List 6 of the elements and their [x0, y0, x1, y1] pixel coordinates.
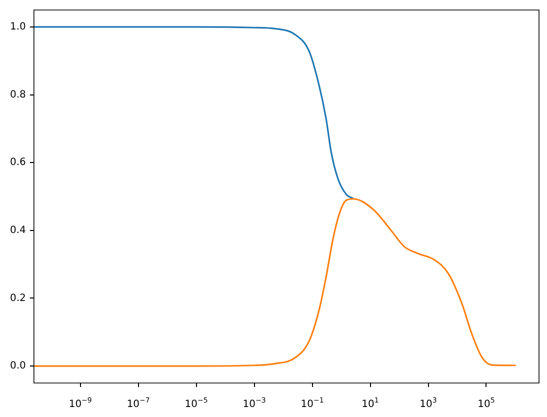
y-tick-label: 0.6: [10, 157, 26, 168]
y-tick-label: 0.4: [10, 225, 26, 236]
y-tick-label: 0.0: [10, 360, 26, 372]
y-tick-label: 1.0: [10, 22, 26, 33]
y-tick-label: 0.8: [10, 89, 26, 100]
y-tick-label: 0.2: [10, 292, 26, 304]
